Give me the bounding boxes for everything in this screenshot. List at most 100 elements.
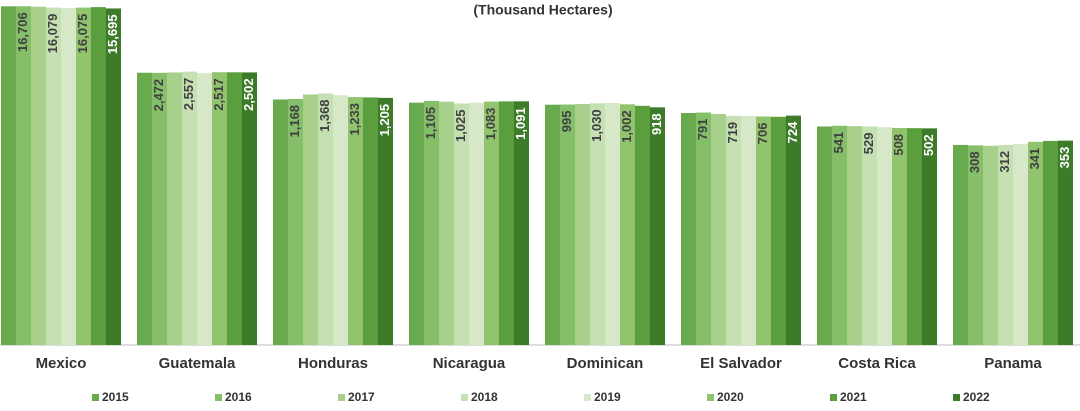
bar (273, 99, 288, 346)
x-tick-label: Mexico (36, 355, 87, 372)
data-label: 1,025 (453, 109, 468, 142)
data-label: 1,233 (347, 103, 362, 136)
x-tick-label: Costa Rica (838, 355, 916, 372)
legend-swatch (461, 394, 468, 401)
bar (378, 97, 393, 345)
data-label: 1,368 (317, 99, 332, 132)
bar (137, 72, 152, 346)
bar (650, 107, 665, 345)
legend-label: 2020 (717, 390, 744, 404)
legend-swatch (215, 394, 222, 401)
bar (892, 127, 907, 346)
bar (560, 104, 575, 346)
bar (620, 104, 635, 345)
bar (288, 98, 303, 345)
bar (832, 125, 847, 345)
bar (212, 72, 227, 345)
bar (439, 101, 454, 346)
bar (303, 94, 318, 345)
bar (484, 101, 499, 345)
legend-label: 2021 (840, 390, 867, 404)
bar (454, 103, 469, 345)
bar (756, 116, 771, 345)
bar (817, 126, 832, 346)
bar (681, 113, 696, 346)
data-label: 2,517 (211, 78, 226, 111)
bar (227, 72, 242, 345)
legend-swatch (92, 394, 99, 401)
bar (318, 93, 333, 345)
x-tick-label: El Salvador (700, 355, 782, 372)
data-label: 724 (785, 121, 800, 143)
bar (786, 115, 801, 345)
data-label: 995 (559, 111, 574, 133)
x-tick-label: Panama (984, 355, 1042, 372)
bar (91, 7, 106, 346)
bar (499, 101, 514, 345)
chart-title: (Thousand Hectares) (473, 2, 612, 18)
bar (575, 104, 590, 345)
data-label: 2,557 (181, 78, 196, 111)
bar (605, 102, 620, 345)
bar (152, 72, 167, 345)
bar (31, 6, 46, 346)
bar (1058, 140, 1073, 345)
bar (696, 112, 711, 345)
legend-label: 2022 (963, 390, 990, 404)
bar (953, 144, 968, 345)
legend-label: 2016 (225, 390, 252, 404)
data-label: 706 (755, 122, 770, 144)
bar (16, 6, 31, 345)
bar (983, 145, 998, 345)
bar (711, 113, 726, 345)
bar (167, 72, 182, 345)
data-label: 2,472 (151, 79, 166, 112)
bar (635, 105, 650, 346)
bar (771, 116, 786, 345)
bar (590, 103, 605, 345)
data-label: 312 (997, 151, 1012, 173)
bar (348, 97, 363, 346)
bar (197, 73, 212, 346)
data-label: 1,002 (619, 110, 634, 143)
data-label: 16,706 (15, 12, 30, 52)
bar (424, 100, 439, 345)
data-label: 502 (921, 134, 936, 156)
data-label: 308 (967, 151, 982, 173)
data-label: 1,083 (483, 108, 498, 141)
data-label: 791 (695, 119, 710, 141)
bar (1028, 141, 1043, 345)
bar (907, 128, 922, 345)
bar (998, 144, 1013, 345)
legend-swatch (338, 394, 345, 401)
data-label: 719 (725, 122, 740, 144)
data-label: 529 (861, 133, 876, 155)
x-tick-label: Dominican (567, 355, 644, 372)
legend-swatch (953, 394, 960, 401)
bar (469, 102, 484, 345)
bar (61, 7, 76, 346)
data-label: 1,205 (377, 104, 392, 137)
bar (1, 6, 16, 345)
bar (106, 8, 121, 346)
x-tick-label: Honduras (298, 355, 368, 372)
data-label: 918 (649, 113, 664, 135)
data-label: 2,502 (241, 78, 256, 111)
data-label: 16,079 (45, 14, 60, 54)
legend-label: 2017 (348, 390, 375, 404)
data-label: 508 (891, 134, 906, 156)
bar (182, 71, 197, 346)
bar (76, 7, 91, 345)
legend-label: 2015 (102, 390, 129, 404)
bar (862, 126, 877, 345)
bar (514, 101, 529, 345)
data-label: 341 (1027, 148, 1042, 170)
data-label: 15,695 (105, 14, 120, 54)
bar (333, 95, 348, 346)
data-label: 541 (831, 132, 846, 154)
bar (726, 115, 741, 345)
bar (1043, 140, 1058, 345)
data-label: 1,030 (589, 109, 604, 142)
legend-label: 2018 (471, 390, 498, 404)
